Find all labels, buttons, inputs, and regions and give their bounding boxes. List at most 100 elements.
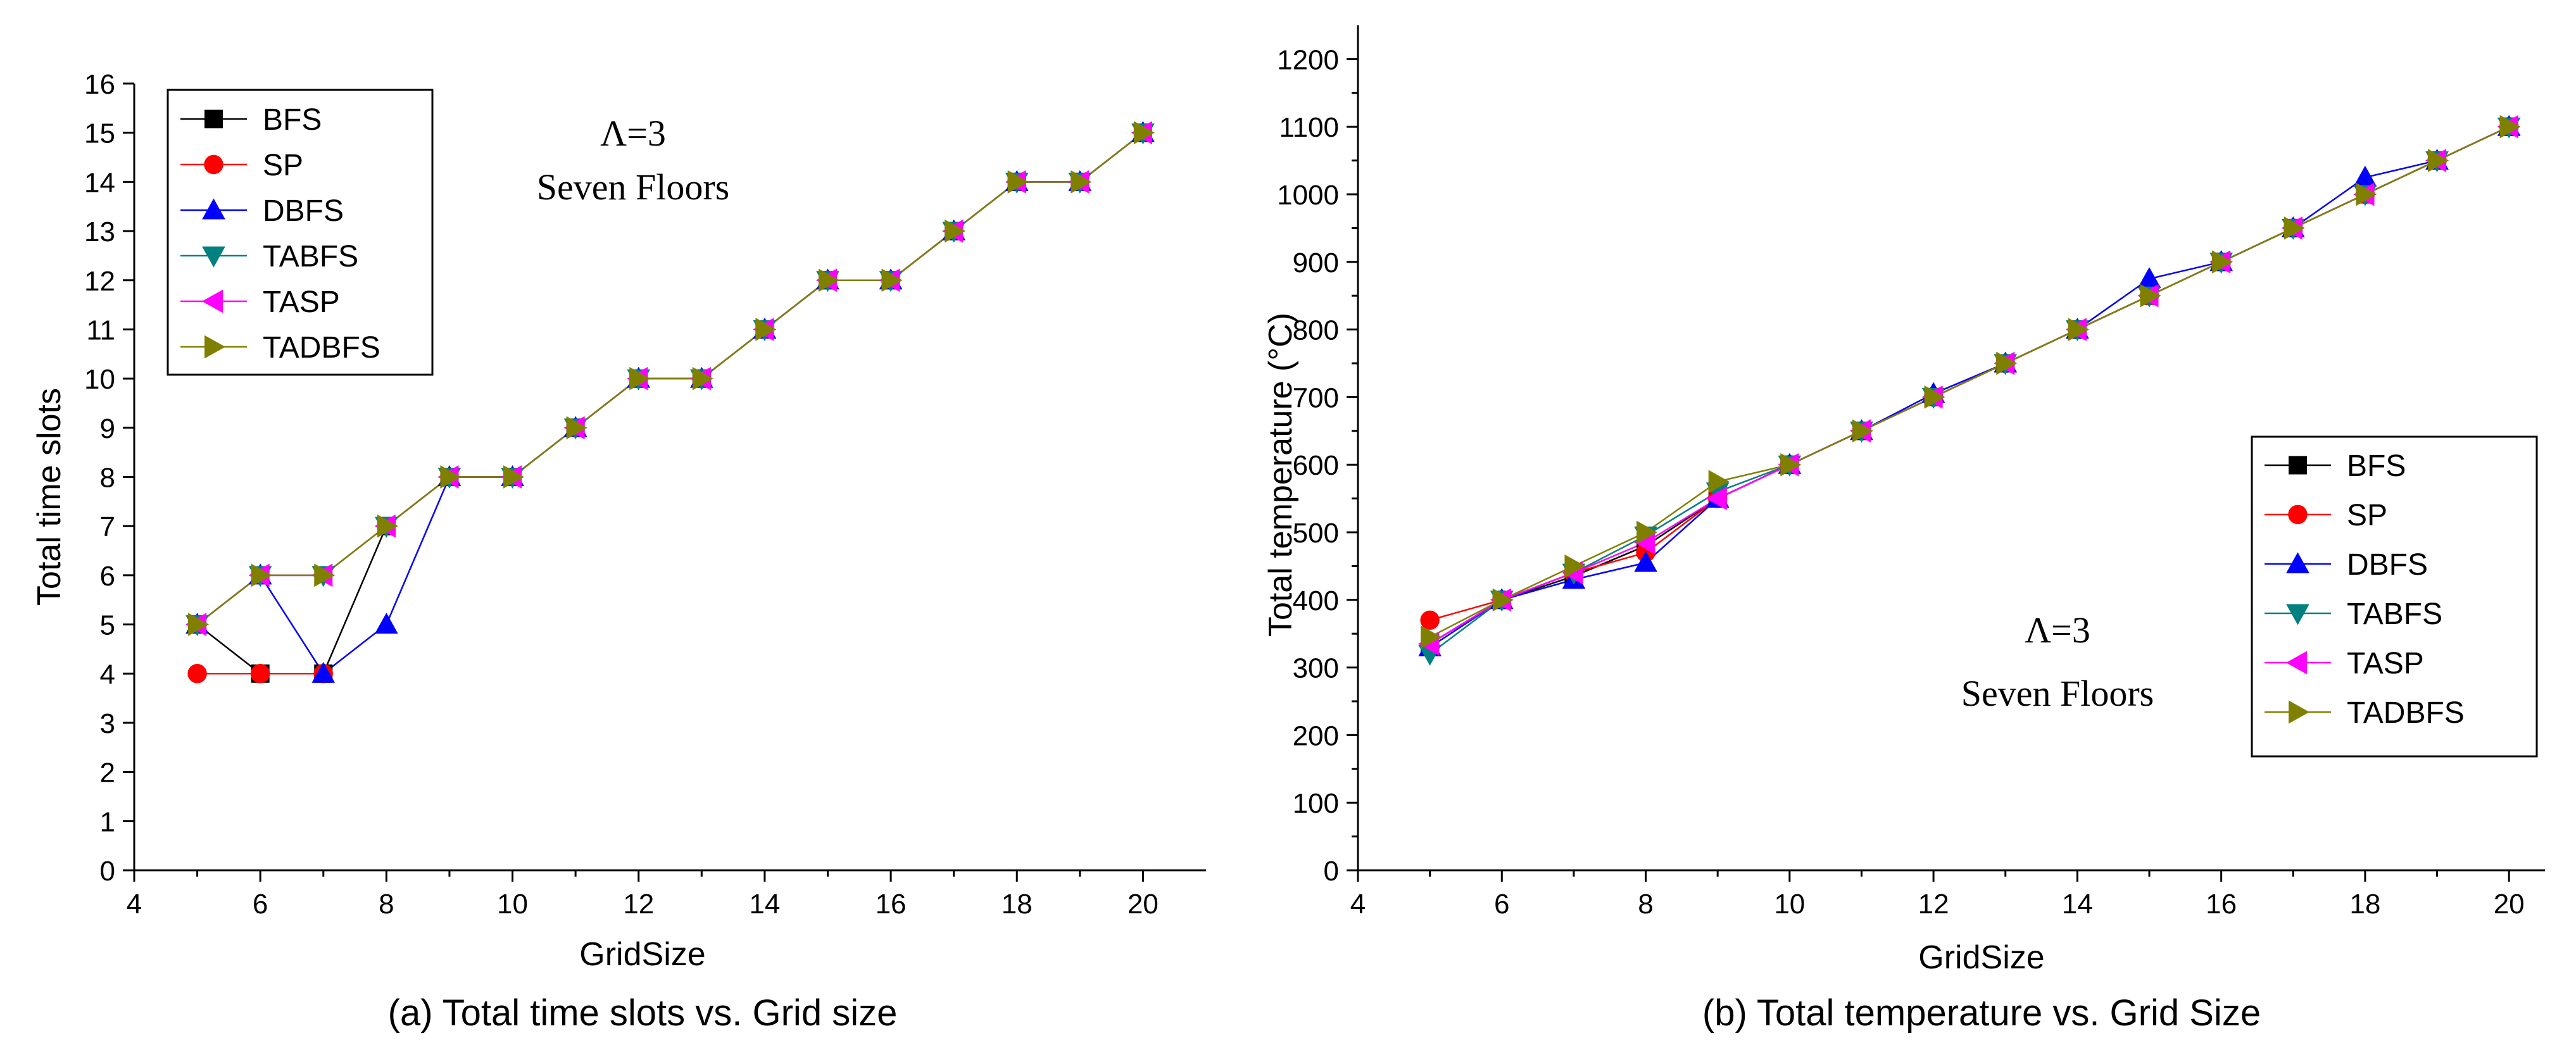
chart-b-x-tick-label: 12 bbox=[1918, 889, 1949, 920]
chart-a-y-tick-label: 2 bbox=[100, 758, 115, 789]
chart-b-x-axis-title: GridSize bbox=[1918, 939, 2044, 976]
chart-a-point-tadbfs bbox=[755, 318, 777, 341]
chart-a-legend-box bbox=[166, 89, 434, 376]
chart-b-legend-label-tadbfs: TADBFS bbox=[2347, 696, 2465, 730]
chart-b-x-tick-label: 18 bbox=[2349, 889, 2380, 920]
chart-a-legend-label-bfs: BFS bbox=[263, 103, 322, 137]
chart-a: 4 6 8 10 12 14 16 18 20012345678910111213141516 … bbox=[31, 69, 1206, 1034]
chart-b-legend-marker-sp bbox=[2288, 504, 2308, 525]
chart-b-point-dbfs bbox=[1634, 551, 1657, 572]
chart-a-point-tadbfs bbox=[566, 416, 587, 440]
chart-b-point-tadbfs bbox=[2499, 115, 2521, 139]
chart-b-point-sp bbox=[1420, 610, 1440, 630]
chart-b-y-tick-label: 300 bbox=[1293, 653, 1339, 684]
chart-b-y-tick-label: 700 bbox=[1293, 382, 1339, 413]
chart-a-x-tick-label: 8 bbox=[379, 889, 394, 920]
chart-a-y-tick-label: 16 bbox=[84, 69, 115, 100]
chart-a-x-tick-label: 4 bbox=[127, 889, 142, 920]
chart-b-x-tick-label: 4 bbox=[1350, 889, 1366, 920]
chart-b-point-tadbfs bbox=[1996, 351, 2018, 375]
chart-b-legend-marker-bfs bbox=[2289, 456, 2307, 475]
chart-b-point-tadbfs bbox=[1708, 470, 1730, 494]
chart-b-annotation-floors: Seven Floors bbox=[1961, 673, 2154, 714]
chart-b-x-tick-label: 10 bbox=[1774, 889, 1805, 920]
chart-a-y-tick-label: 14 bbox=[84, 167, 115, 198]
chart-a-legend-marker-sp bbox=[204, 154, 223, 175]
chart-a-y-tick-label: 5 bbox=[100, 610, 115, 641]
chart-b-legend-label-bfs: BFS bbox=[2347, 449, 2406, 483]
chart-b-y-tick-label: 1000 bbox=[1277, 180, 1339, 211]
chart-a-y-tick-label: 12 bbox=[84, 266, 115, 297]
chart-a-legend-marker-tadbfs bbox=[204, 335, 226, 359]
chart-a-legend-label-sp: SP bbox=[263, 149, 303, 182]
chart-b-y-tick-label: 500 bbox=[1293, 518, 1339, 549]
chart-a-y-tick-label: 0 bbox=[100, 856, 115, 887]
chart-a-x-tick-label: 16 bbox=[876, 889, 907, 920]
chart-b: 4 6 8 10 12 14 16 18 200100200300400500600700800… bbox=[1262, 25, 2545, 1034]
chart-a-point-tadbfs bbox=[945, 219, 966, 243]
chart-a-point-tadbfs bbox=[377, 514, 398, 538]
chart-b-point-tadbfs bbox=[2212, 250, 2234, 274]
chart-b-legend-label-tasp: TASP bbox=[2347, 647, 2424, 680]
chart-a-legend-marker-tabfs bbox=[202, 246, 225, 268]
chart-b-point-tadbfs bbox=[2140, 284, 2161, 308]
chart-b-legend: BFS SP DBFS TABFS TASP TADBFS bbox=[2251, 435, 2538, 758]
chart-b-y-tick-label: 900 bbox=[1293, 247, 1339, 278]
chart-b-series-line-tadbfs bbox=[1429, 126, 2510, 638]
chart-a-y-tick-label: 4 bbox=[100, 659, 115, 690]
chart-b-legend-label-tabfs: TABFS bbox=[2347, 597, 2442, 631]
chart-b-y-tick-label: 600 bbox=[1293, 450, 1339, 481]
chart-a-point-tadbfs bbox=[1007, 170, 1029, 194]
chart-b-x-tick-label: 20 bbox=[2494, 889, 2525, 920]
chart-b-point-tadbfs bbox=[2428, 149, 2449, 172]
chart-a-point-dbfs bbox=[311, 661, 336, 683]
chart-b-legend-marker-tadbfs bbox=[2289, 700, 2310, 724]
chart-a-point-tadbfs bbox=[1133, 121, 1155, 145]
chart-a-legend-label-tasp: TASP bbox=[263, 285, 340, 319]
chart-a-point-tadbfs bbox=[1071, 170, 1092, 194]
chart-a-point-tadbfs bbox=[314, 563, 336, 587]
chart-a-legend-marker-bfs bbox=[204, 109, 223, 128]
chart-b-legend-marker-dbfs bbox=[2286, 552, 2309, 573]
chart-b-y-axis-title: Total temperature (°C) bbox=[1262, 313, 1299, 637]
chart-b-point-tadbfs bbox=[1492, 588, 1514, 612]
chart-a-point-tadbfs bbox=[251, 563, 272, 587]
chart-b-legend-marker-tabfs bbox=[2286, 604, 2309, 625]
chart-a-point-tadbfs bbox=[188, 613, 210, 636]
chart-a-y-tick-label: 6 bbox=[100, 561, 115, 592]
chart-b-point-tadbfs bbox=[1637, 520, 1658, 544]
chart-a-point-tadbfs bbox=[629, 366, 651, 391]
chart-a-y-tick-label: 10 bbox=[84, 364, 115, 395]
chart-b-y-tick-label: 1100 bbox=[1279, 112, 1339, 143]
chart-b-legend-marker-tasp bbox=[2285, 651, 2307, 675]
chart-a-y-tick-label: 1 bbox=[100, 806, 115, 837]
chart-a-legend-marker-dbfs bbox=[202, 198, 225, 220]
chart-b-point-tadbfs bbox=[2284, 216, 2305, 240]
chart-b-caption: (b) Total temperature vs. Grid Size bbox=[1702, 992, 2261, 1034]
chart-b-x-tick-label: 16 bbox=[2206, 889, 2237, 920]
chart-b-x-tick-label: 6 bbox=[1494, 889, 1509, 920]
chart-a-x-tick-label: 10 bbox=[497, 889, 528, 920]
chart-a-point-dbfs bbox=[375, 613, 398, 634]
chart-b-point-tadbfs bbox=[1924, 385, 1945, 409]
chart-a-x-tick-label: 12 bbox=[623, 889, 654, 920]
chart-b-point-tadbfs bbox=[1564, 554, 1586, 578]
chart-a-y-axis-title: Total time slots bbox=[31, 388, 68, 606]
chart-a-legend-label-dbfs: DBFS bbox=[263, 194, 344, 228]
chart-b-y-tick-label: 400 bbox=[1293, 585, 1339, 616]
chart-a-legend-marker-tasp bbox=[201, 289, 223, 313]
chart-b-series-line-dbfs bbox=[1429, 126, 2510, 648]
chart-a-point-tadbfs bbox=[818, 268, 840, 292]
chart-b-annotation-lambda: Λ=3 bbox=[2025, 610, 2090, 651]
chart-b-legend-label-dbfs: DBFS bbox=[2347, 548, 2428, 582]
chart-a-y-tick-label: 13 bbox=[84, 216, 115, 247]
chart-a-y-tick-label: 15 bbox=[84, 118, 115, 149]
chart-a-point-sp bbox=[250, 664, 270, 684]
chart-b-y-tick-label: 800 bbox=[1293, 315, 1339, 346]
chart-b-point-tadbfs bbox=[1421, 625, 1442, 649]
chart-b-point-tasp bbox=[1706, 487, 1727, 510]
chart-a-y-tick-label: 8 bbox=[100, 463, 115, 494]
chart-a-caption: (a) Total time slots vs. Grid size bbox=[388, 992, 898, 1034]
chart-b-point-tadbfs bbox=[1780, 453, 1802, 477]
chart-a-annotation-floors: Seven Floors bbox=[537, 166, 730, 208]
